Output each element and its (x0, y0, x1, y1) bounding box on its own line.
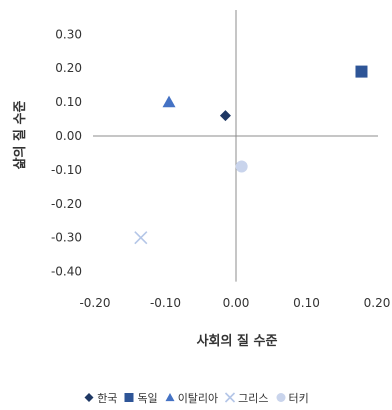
data-point-diamond (219, 110, 231, 122)
legend-marker-x-icon (225, 392, 236, 403)
legend-label: 그리스 (238, 392, 269, 405)
y-tick-labels: 0.30 0.20 0.10 0.00 -0.10 -0.20 -0.30 -0.40 (51, 27, 82, 278)
legend-item: 터키 (275, 390, 309, 406)
data-point-circle (235, 160, 248, 173)
x-tick-label: 0.00 (223, 296, 250, 310)
legend-marker-diamond-icon (84, 393, 94, 402)
data-point-square (355, 65, 368, 78)
y-tick-label: -0.20 (51, 197, 82, 211)
y-tick-label: -0.40 (51, 265, 82, 279)
y-tick-label: -0.30 (51, 231, 82, 245)
legend-label: 독일 (137, 392, 158, 405)
y-tick-label: 0.20 (55, 61, 82, 75)
data-points (134, 65, 368, 245)
legend-item: 이탈리아 (164, 390, 218, 406)
y-axis-title: 삶의 질 수준 (12, 101, 28, 170)
x-tick-label: 0.20 (364, 296, 391, 310)
x-axis-title: 사회의 질 수준 (197, 333, 278, 349)
legend-item: 독일 (123, 390, 158, 406)
y-tick-label: -0.10 (51, 163, 82, 177)
scatter-chart: -0.20 -0.10 0.00 0.10 0.20 0.300.200.100.00-… (12, 10, 390, 349)
legend-marker-circle-icon (276, 393, 286, 402)
x-tick-label: -0.20 (79, 296, 110, 310)
data-point-triangle (162, 95, 176, 108)
y-tick-label: 0.30 (55, 27, 82, 41)
legend-label: 한국 (97, 392, 118, 405)
legend-label: 이탈리아 (177, 392, 219, 405)
data-point-x (134, 231, 148, 245)
axes (93, 10, 378, 282)
legend-item: 한국 (83, 390, 117, 406)
x-tick-labels: -0.20 -0.10 0.00 0.10 0.20 (79, 296, 390, 310)
legend-item: 그리스 (224, 390, 269, 406)
legend: 한국 독일 이탈리아 그리스 터키 (0, 390, 392, 406)
x-tick-label: 0.10 (293, 296, 320, 310)
x-tick-label: -0.10 (150, 296, 181, 310)
legend-marker-square-icon (124, 393, 134, 402)
legend-marker-triangle-icon (165, 393, 175, 402)
y-tick-label: 0.10 (55, 95, 82, 109)
y-tick-label: 0.00 (55, 129, 82, 143)
legend-label: 터키 (288, 392, 309, 405)
